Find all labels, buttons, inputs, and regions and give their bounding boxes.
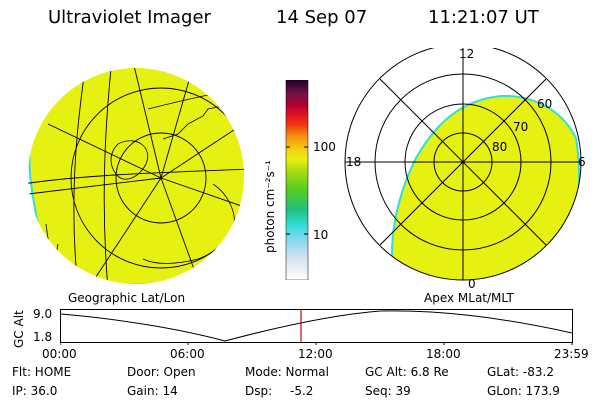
altitude-axis-label: GC Alt bbox=[12, 310, 26, 348]
meridian-line bbox=[160, 177, 244, 210]
meridian-line bbox=[129, 68, 162, 179]
mlat-label-60: 60 bbox=[537, 97, 553, 111]
time-tick-0000: 00:00 bbox=[42, 347, 77, 361]
gc-altitude-value: GC Alt: 6.8 Re bbox=[365, 365, 449, 379]
mode-status: Mode: Normal bbox=[245, 365, 329, 379]
time-tick-0600: 06:00 bbox=[170, 347, 205, 361]
geo-caption: Geographic Lat/Lon bbox=[68, 291, 186, 305]
gain-value: Gain: 14 bbox=[127, 384, 178, 398]
sequence-value: Seq: 39 bbox=[365, 384, 411, 398]
coastline bbox=[110, 140, 149, 180]
date-label: 14 Sep 07 bbox=[276, 7, 368, 28]
grid-arc bbox=[28, 168, 244, 185]
meridian-line bbox=[47, 123, 162, 179]
coastline bbox=[147, 93, 229, 140]
time-tick-2359: 23:59 bbox=[554, 347, 589, 361]
time-tick-1200: 12:00 bbox=[298, 347, 333, 361]
colorbar-tick-100: 100 bbox=[313, 140, 336, 154]
apex-caption: Apex MLat/MLT bbox=[424, 291, 514, 305]
colorbar-unit-label: photon cm⁻²s⁻¹ bbox=[263, 160, 277, 253]
flight-status: Flt: HOME bbox=[12, 365, 72, 379]
intensity-colorbar bbox=[285, 80, 309, 280]
altitude-tick-bottom: 1.8 bbox=[33, 330, 53, 344]
ip-value: IP: 36.0 bbox=[12, 384, 58, 398]
altitude-tick-top: 9.0 bbox=[33, 307, 53, 321]
emission-region bbox=[391, 94, 581, 280]
mlat-label-80: 80 bbox=[492, 140, 508, 154]
time-tick-1800: 18:00 bbox=[426, 347, 461, 361]
mlt-diagonal bbox=[379, 78, 547, 246]
apex-polar-panel bbox=[344, 48, 582, 281]
meridian-line bbox=[87, 177, 162, 284]
glon-value: GLon: 173.9 bbox=[487, 384, 560, 398]
meridian-line bbox=[160, 123, 244, 179]
dsp-label: Dsp: bbox=[245, 384, 273, 398]
mlt-label-0: 0 bbox=[468, 277, 476, 291]
plot-frame bbox=[60, 309, 573, 343]
glat-value: GLat: -83.2 bbox=[487, 365, 554, 379]
meridian-line bbox=[28, 177, 162, 195]
door-status: Door: Open bbox=[127, 365, 196, 379]
mlat-label-70: 70 bbox=[513, 120, 529, 134]
geographic-image-panel bbox=[28, 68, 244, 284]
mlt-label-18: 18 bbox=[346, 155, 362, 169]
instrument-title: Ultraviolet Imager bbox=[48, 7, 211, 28]
altitude-curve bbox=[60, 310, 573, 342]
dsp-value: -5.2 bbox=[290, 384, 314, 398]
mlt-label-12: 12 bbox=[459, 47, 475, 61]
colorbar-tick-10: 10 bbox=[313, 228, 329, 242]
altitude-plot bbox=[60, 309, 573, 345]
grid-arc bbox=[103, 68, 114, 284]
mlt-label-6: 6 bbox=[578, 155, 586, 169]
time-label: 11:21:07 UT bbox=[428, 7, 539, 28]
latitude-circle bbox=[115, 132, 207, 224]
